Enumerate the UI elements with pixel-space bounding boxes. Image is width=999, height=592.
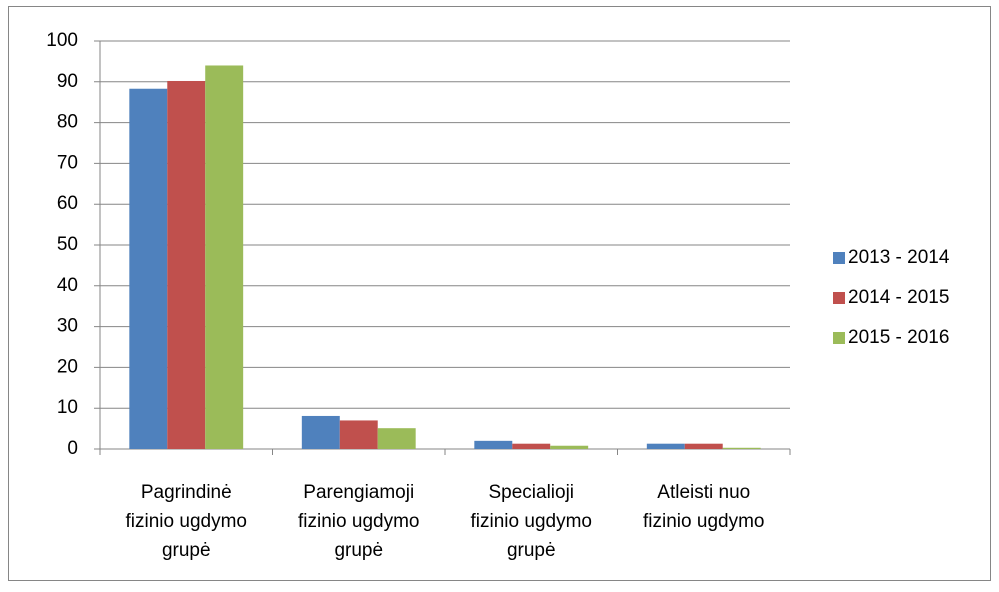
y-tick-label: 80 xyxy=(57,112,78,133)
y-tick-label: 10 xyxy=(57,397,78,418)
x-tick-label: Pagrindinė fizinio ugdymo grupė xyxy=(125,482,247,561)
y-tick-label: 50 xyxy=(57,234,78,255)
chart-border xyxy=(8,6,991,581)
legend-swatch xyxy=(833,292,845,304)
bar xyxy=(646,443,685,449)
bar xyxy=(550,445,589,449)
y-tick-label: 100 xyxy=(46,30,78,51)
legend-label: 2014 - 2015 xyxy=(848,287,949,308)
y-tick-label: 70 xyxy=(57,152,78,173)
bar xyxy=(512,443,551,449)
bar xyxy=(377,428,416,449)
x-tick-label: Parengiamoji fizinio ugdymo grupė xyxy=(298,482,420,561)
bar xyxy=(205,65,244,449)
x-tick-label: Specialioji fizinio ugdymo grupė xyxy=(470,482,592,561)
y-tick-label: 60 xyxy=(57,193,78,214)
y-tick-label: 30 xyxy=(57,316,78,337)
x-tick-label: Atleisti nuo fizinio ugdymo xyxy=(643,482,765,532)
y-tick-label: 20 xyxy=(57,356,78,377)
bar xyxy=(474,440,513,449)
y-tick-label: 90 xyxy=(57,71,78,92)
y-tick-label: 40 xyxy=(57,275,78,296)
bar xyxy=(129,88,168,450)
y-tick-label: 0 xyxy=(67,438,78,459)
bar xyxy=(301,415,340,449)
bar xyxy=(684,443,723,449)
legend-swatch xyxy=(833,252,845,264)
legend-label: 2013 - 2014 xyxy=(848,247,950,268)
legend-swatch xyxy=(833,332,845,344)
bar xyxy=(167,80,206,449)
bar xyxy=(722,447,761,449)
legend-label: 2015 - 2016 xyxy=(848,327,949,348)
bar xyxy=(339,420,378,449)
